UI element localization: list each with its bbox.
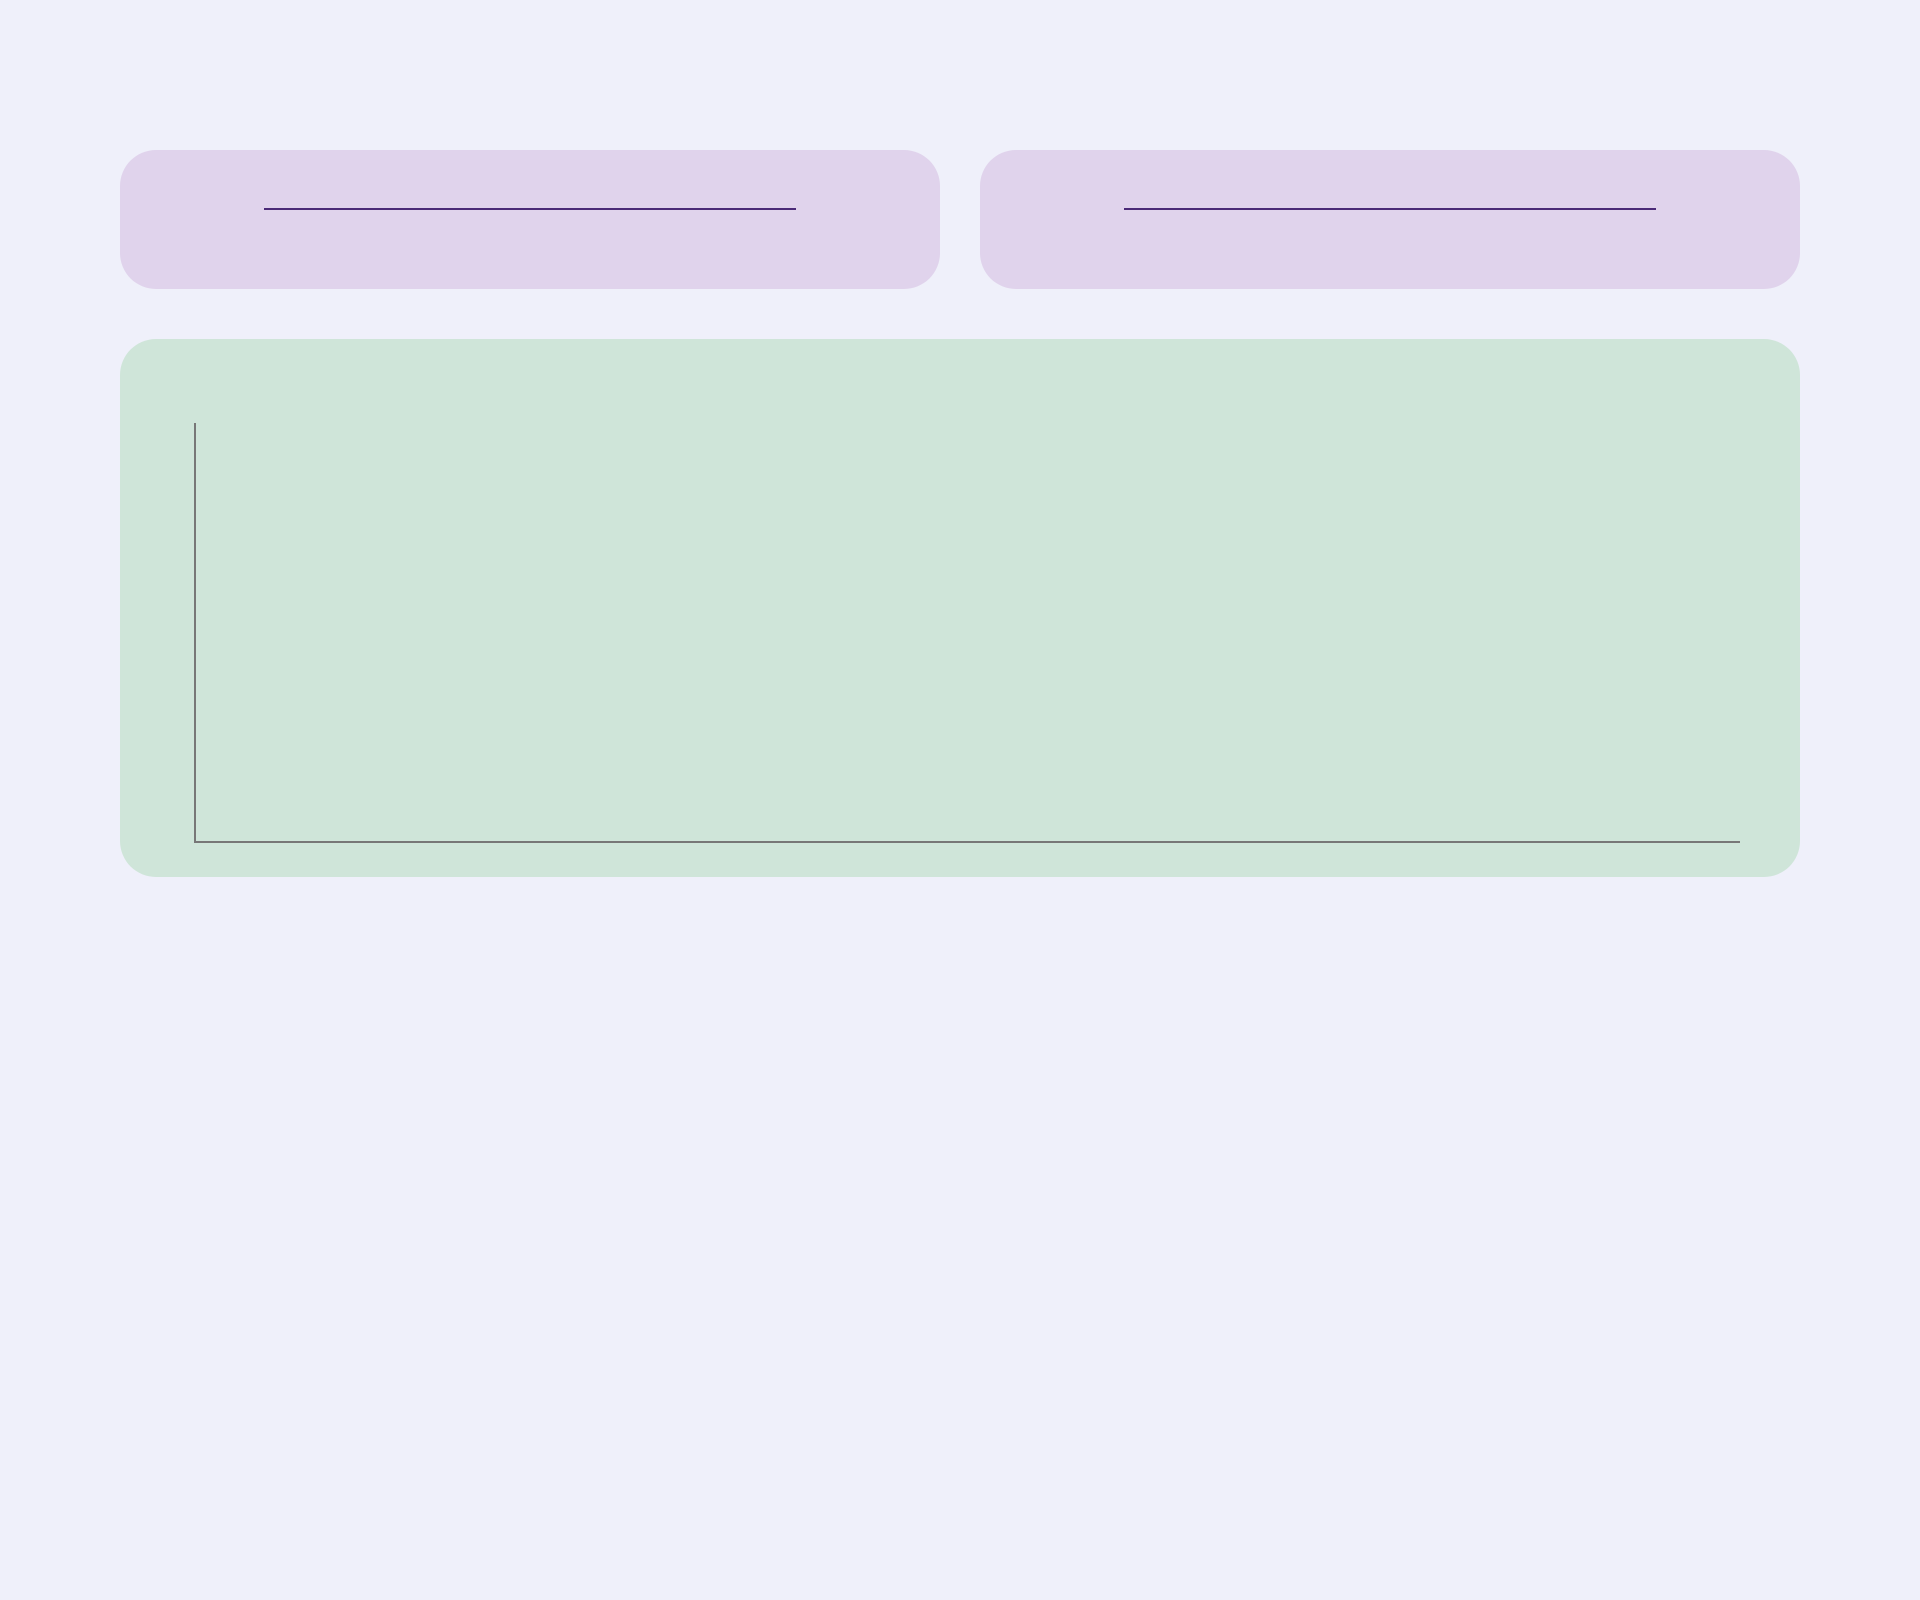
brand-logo-icon [921,921,981,981]
y-axis [180,423,194,843]
chart-legend [180,383,1740,405]
stat-cards-row [120,150,1800,289]
salary-range-chart-panel [120,339,1800,877]
legend-swatch [942,383,964,405]
hourly-salary-label [1124,194,1657,210]
annual-salary-card [120,150,940,289]
chart-area [180,423,1740,843]
hourly-salary-card [980,150,1800,289]
annual-salary-label [264,194,797,210]
bars-container [196,423,1740,841]
brand-footer [120,921,1800,981]
chart-plot [194,423,1740,843]
infographic-canvas [0,0,1920,1600]
